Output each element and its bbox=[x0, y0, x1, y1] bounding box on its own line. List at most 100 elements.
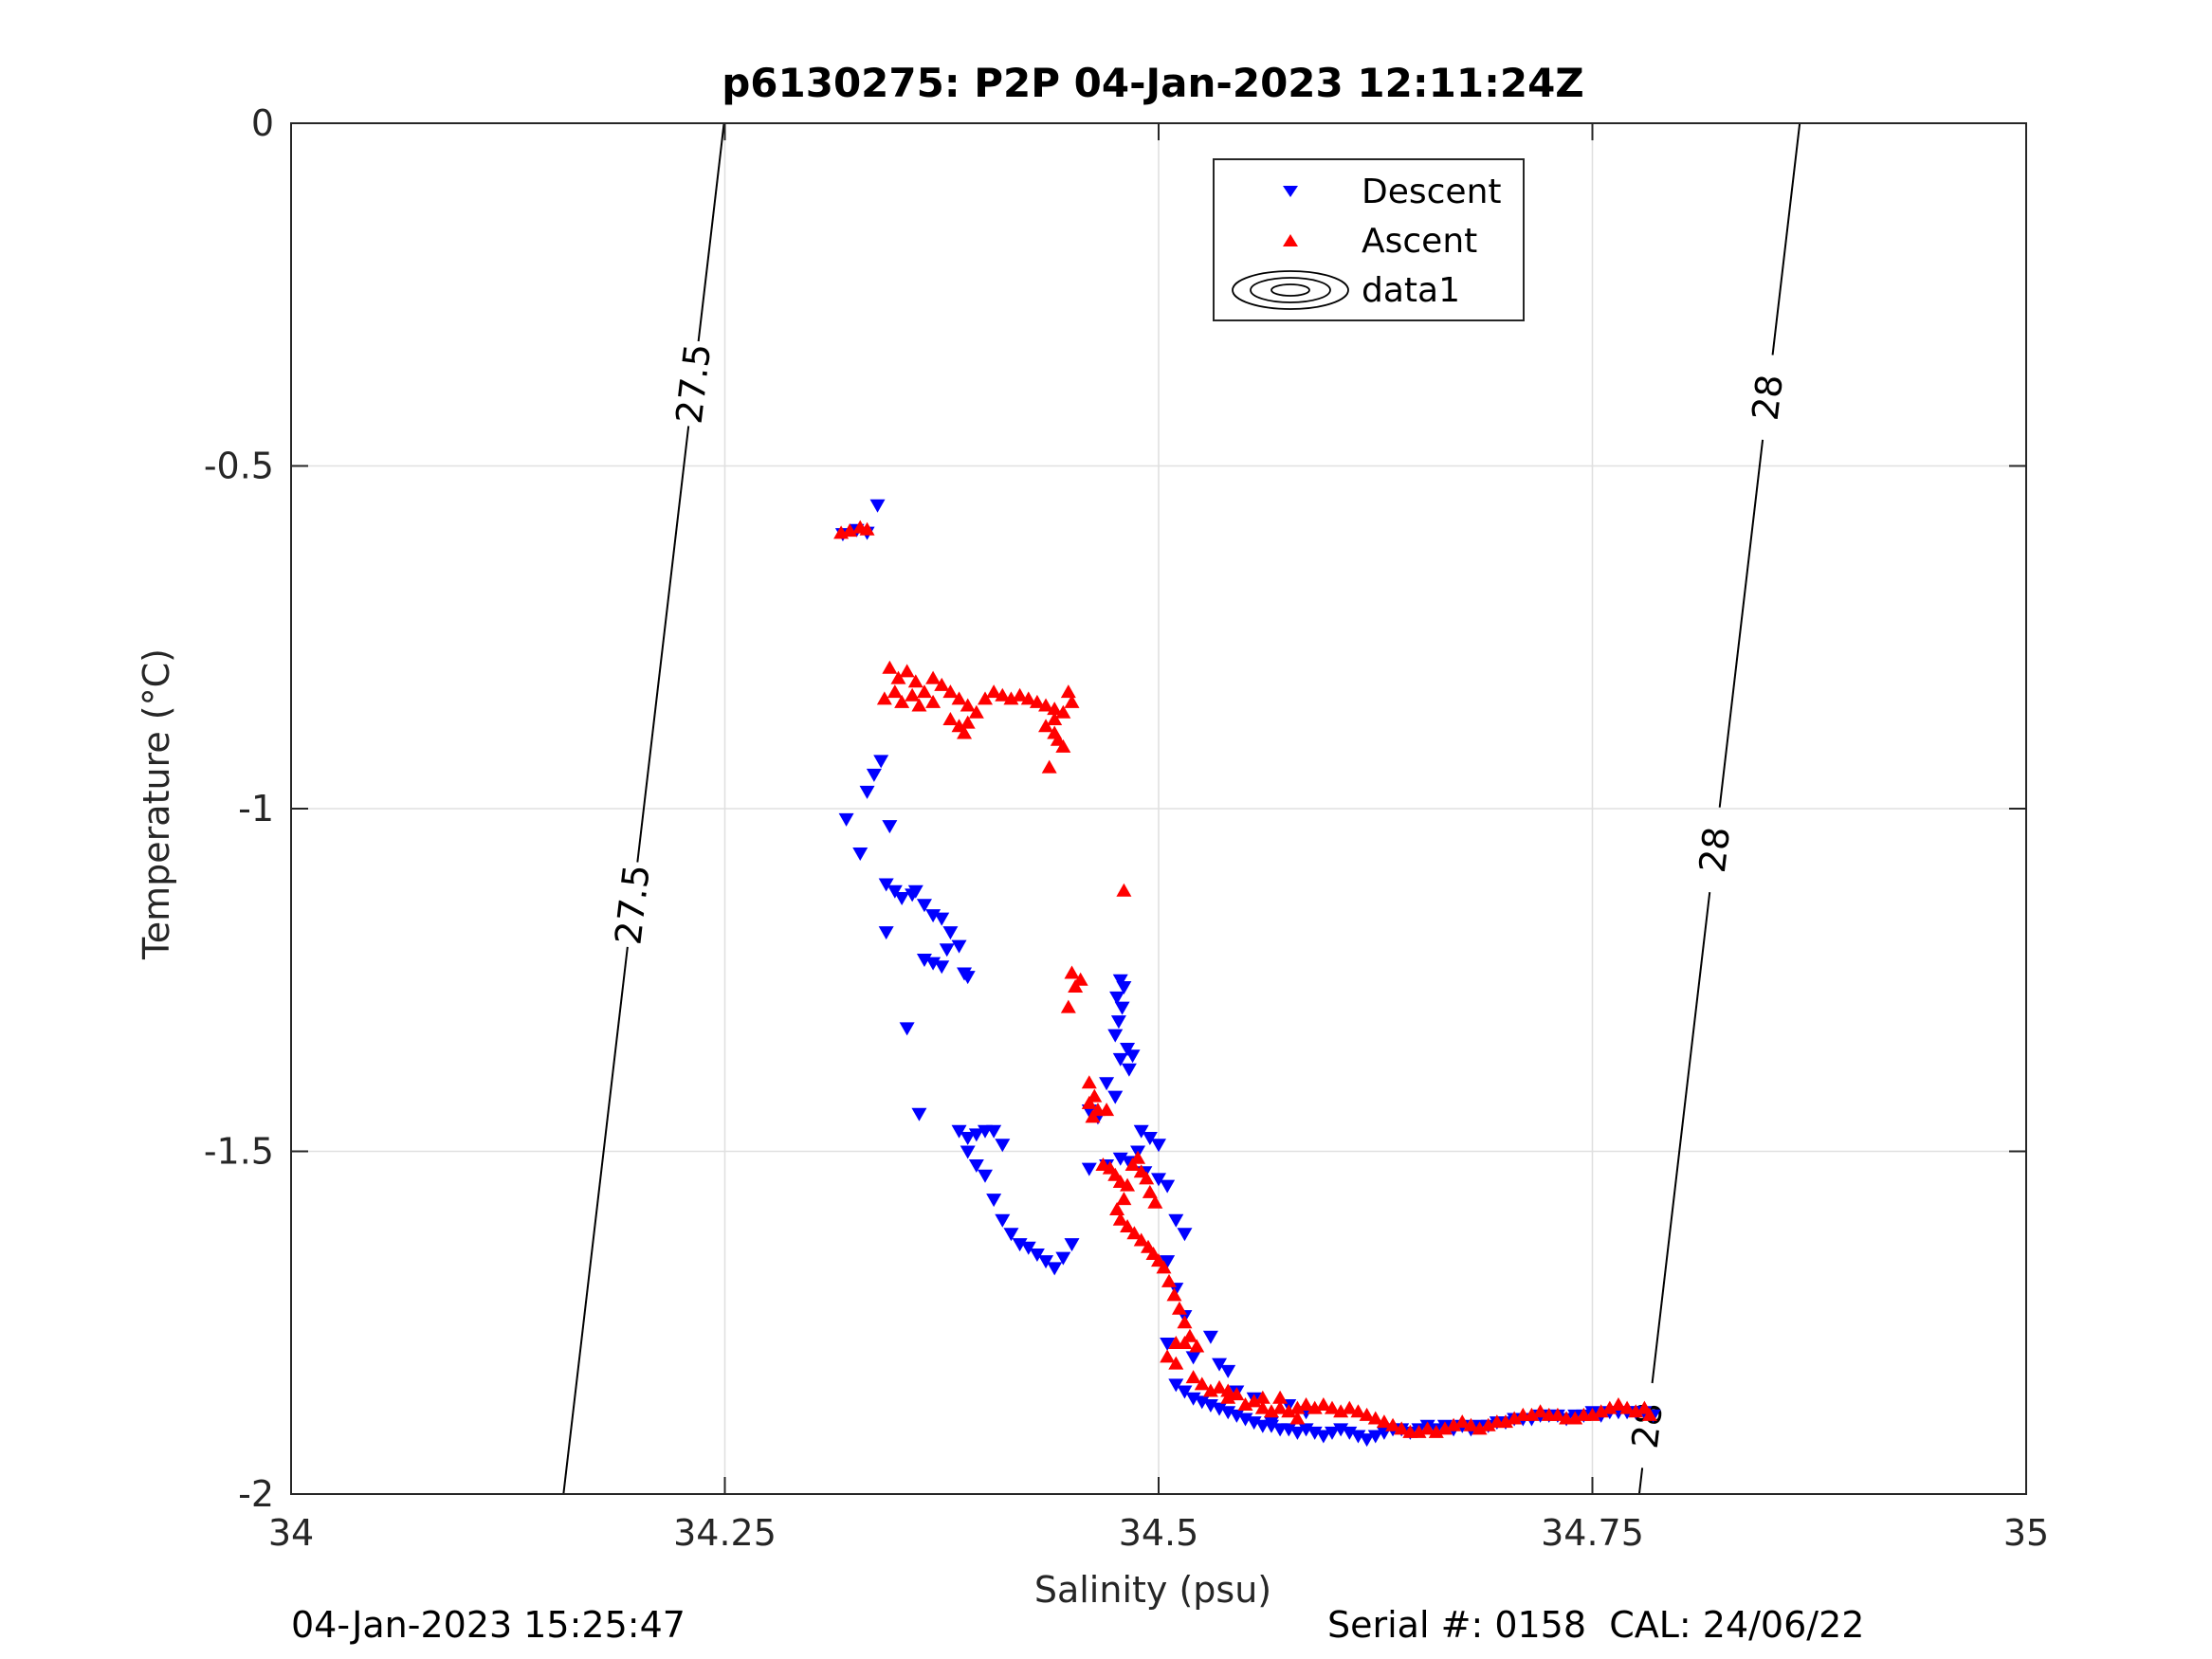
density-contour-label: 27.5 bbox=[607, 863, 658, 947]
ascent-point bbox=[1472, 1421, 1488, 1435]
ascent-point bbox=[1047, 712, 1063, 726]
ascent-point bbox=[957, 725, 973, 739]
descent-point bbox=[1099, 1077, 1115, 1091]
ascent-point bbox=[911, 698, 927, 712]
descent-point bbox=[1116, 980, 1132, 994]
descent-point bbox=[986, 1194, 1002, 1208]
descent-point bbox=[1263, 1416, 1279, 1431]
descent-point bbox=[916, 954, 932, 968]
descent-point bbox=[866, 768, 882, 782]
descent-point bbox=[1038, 1255, 1054, 1269]
descent-point bbox=[1229, 1409, 1245, 1423]
descent-point bbox=[968, 1128, 984, 1142]
ascent-point bbox=[1498, 1414, 1513, 1429]
x-tick-label: 34.25 bbox=[673, 1512, 777, 1554]
ascent-point bbox=[842, 523, 858, 538]
ascent-point bbox=[1307, 1400, 1323, 1414]
ascent-point bbox=[1254, 1390, 1271, 1404]
descent-point bbox=[960, 971, 976, 985]
descent-point bbox=[1133, 1124, 1149, 1139]
ascent-point bbox=[905, 687, 921, 702]
ascent-point bbox=[1047, 702, 1063, 716]
descent-point bbox=[1160, 1337, 1176, 1351]
ascent-point bbox=[1202, 1383, 1218, 1397]
legend-ascent-label: Ascent bbox=[1362, 222, 1477, 261]
ascent-point bbox=[859, 521, 875, 536]
descent-point bbox=[1081, 1162, 1097, 1176]
ascent-point bbox=[1220, 1383, 1236, 1397]
ascent-point bbox=[899, 664, 915, 678]
ascent-point bbox=[1584, 1407, 1600, 1421]
descent-point bbox=[960, 1132, 976, 1146]
ascent-point bbox=[1185, 1370, 1201, 1384]
descent-point bbox=[1325, 1426, 1340, 1440]
descent-point bbox=[894, 891, 910, 905]
ascent-point bbox=[986, 684, 1002, 699]
legend-descent-marker bbox=[1283, 186, 1298, 197]
ascent-point bbox=[907, 674, 923, 688]
ascent-point bbox=[1038, 719, 1054, 733]
descent-point bbox=[1367, 1430, 1383, 1444]
grid bbox=[290, 122, 2027, 1495]
ascent-point bbox=[1166, 1287, 1182, 1302]
ascent-point bbox=[1085, 1109, 1101, 1123]
ascent-point bbox=[1147, 1194, 1163, 1209]
descent-point bbox=[1307, 1426, 1323, 1440]
x-tick-label: 35 bbox=[2003, 1512, 2049, 1554]
descent-point bbox=[1003, 1228, 1019, 1242]
ascent-point bbox=[1020, 691, 1036, 705]
x-tick-label: 34.5 bbox=[1119, 1512, 1199, 1554]
ascent-point bbox=[1394, 1421, 1410, 1435]
ascent-point bbox=[1567, 1411, 1583, 1425]
descent-point bbox=[1114, 1001, 1130, 1015]
ascent-point bbox=[1641, 1407, 1657, 1421]
ascent-point bbox=[1532, 1404, 1548, 1418]
descent-point bbox=[1151, 1139, 1166, 1153]
ascent-point bbox=[1099, 1103, 1115, 1117]
ascent-point bbox=[1281, 1404, 1297, 1418]
ascent-point bbox=[1116, 883, 1132, 897]
ascent-point bbox=[960, 698, 976, 712]
ascent-point bbox=[916, 684, 932, 699]
ascent-point bbox=[1289, 1400, 1306, 1414]
ascent-point bbox=[1171, 1301, 1187, 1315]
descent-point bbox=[995, 1139, 1011, 1153]
descent-point bbox=[1120, 1043, 1136, 1057]
ascent-point bbox=[876, 691, 892, 705]
ascent-point bbox=[1168, 1356, 1184, 1370]
ascent-point bbox=[1161, 1273, 1177, 1287]
ascent-point bbox=[1342, 1400, 1358, 1414]
ascent-point bbox=[1376, 1414, 1392, 1429]
ascent-point bbox=[1229, 1387, 1245, 1401]
ascent-point bbox=[1116, 1192, 1132, 1206]
x-axis-label: Salinity (psu) bbox=[1034, 1569, 1271, 1611]
density-contour-line bbox=[1718, 439, 1764, 808]
descent-point bbox=[838, 812, 854, 827]
ascent-point bbox=[1619, 1400, 1636, 1414]
descent-point bbox=[1160, 1179, 1176, 1194]
ascent-point bbox=[1289, 1411, 1306, 1425]
ascent-point bbox=[1068, 978, 1084, 993]
descent-point bbox=[939, 943, 955, 957]
ascent-point bbox=[1436, 1421, 1453, 1435]
descent-point bbox=[1281, 1423, 1297, 1437]
ascent-point bbox=[1419, 1421, 1435, 1435]
descent-point bbox=[869, 499, 886, 513]
ascent-point bbox=[1359, 1407, 1375, 1421]
legend-box bbox=[1213, 158, 1525, 321]
ascent-point bbox=[1272, 1390, 1289, 1404]
ascent-point bbox=[1254, 1400, 1271, 1414]
ascent-point bbox=[1038, 698, 1054, 712]
ascent-point bbox=[1112, 1212, 1128, 1226]
descent-point bbox=[1012, 1238, 1028, 1252]
descent-point bbox=[986, 1124, 1002, 1139]
descent-point bbox=[995, 1213, 1011, 1228]
ascent-point bbox=[1055, 704, 1071, 719]
ascent-point bbox=[1081, 1075, 1097, 1089]
descent-point bbox=[878, 878, 894, 892]
descent-point bbox=[887, 884, 903, 899]
descent-point bbox=[1342, 1426, 1358, 1440]
ascent-point bbox=[894, 694, 910, 708]
ascent-point bbox=[1041, 759, 1057, 774]
ascent-point bbox=[1029, 694, 1045, 708]
